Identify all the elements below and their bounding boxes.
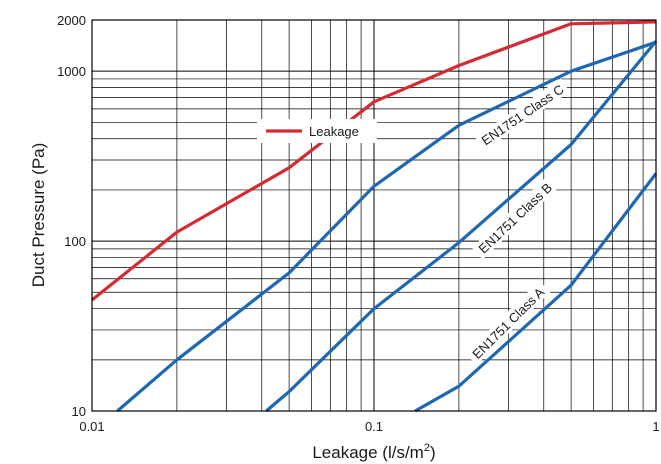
legend-label: Leakage (309, 124, 359, 139)
series-label-background (471, 176, 559, 260)
x-tick-label: 0.01 (79, 419, 104, 434)
series-line (414, 172, 658, 413)
x-axis-label: Leakage (l/s/m2) (312, 442, 435, 462)
series-label-background (465, 280, 551, 366)
grid (92, 20, 656, 411)
series-line (91, 20, 657, 302)
plot-frame (91, 19, 657, 412)
y-tick-label: 2000 (57, 13, 86, 28)
y-tick-labels: 10 100 1000 2000 (57, 13, 86, 419)
y-tick-label: 1000 (57, 64, 86, 79)
y-axis-label: Duct Pressure (Pa) (29, 143, 48, 288)
y-tick-label: 10 (72, 404, 86, 419)
y-tick-label: 100 (64, 234, 86, 249)
series-label-background (474, 78, 570, 151)
series-line (265, 40, 658, 413)
x-tick-label: 0.1 (365, 419, 383, 434)
series-lines (91, 20, 658, 413)
series-line (116, 40, 657, 413)
x-tick-labels: 0.01 0.1 1 (79, 419, 659, 434)
legend: Leakage (257, 119, 377, 143)
x-tick-label: 1 (652, 419, 659, 434)
